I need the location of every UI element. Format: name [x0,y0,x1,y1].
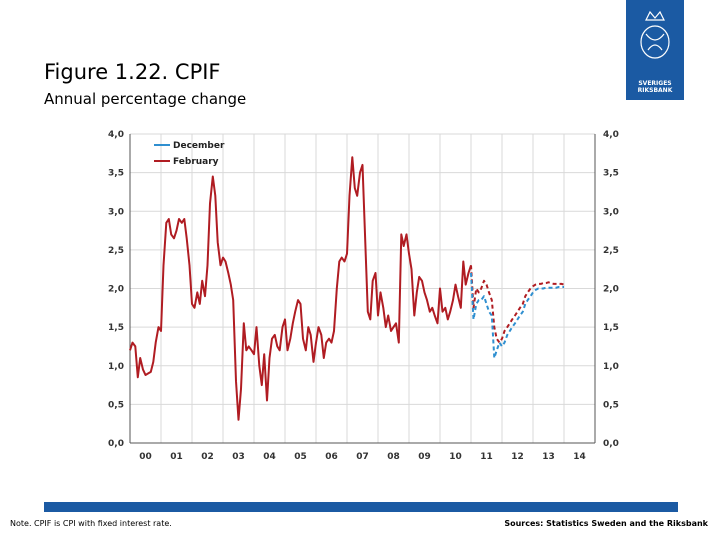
y-tick-label-right: 3,0 [603,207,619,217]
x-tick-label: 12 [511,452,524,462]
series-line-december-forecast [470,272,564,359]
figure-subtitle: Annual percentage change [44,90,247,108]
riksbank-logo: SVERIGES RIKSBANK [626,0,684,100]
y-tick-label-left: 1,0 [108,362,124,372]
y-tick-label-left: 0,0 [108,439,124,449]
logo-text-line2: RIKSBANK [637,87,673,94]
x-tick-label: 07 [356,452,369,462]
y-tick-label-left: 2,5 [108,246,124,256]
y-tick-label-right: 2,5 [603,246,619,256]
y-tick-label-right: 4,0 [603,130,619,140]
y-tick-label-right: 0,5 [603,400,619,410]
y-tick-label-right: 1,0 [603,362,619,372]
cpif-line-chart: 0,0 0,0 0,5 0,5 1,0 1,0 1,5 1,5 2,0 2,0 2,5 2,5 3,0 3… [108,130,619,462]
y-tick-label-left: 3,5 [108,169,124,179]
x-tick-label: 09 [418,452,431,462]
sources-text: Sources: Statistics Sweden and the Riksb… [504,519,708,528]
footer-bar [44,502,678,512]
x-tick-label: 14 [573,452,586,462]
x-tick-label: 01 [170,452,183,462]
x-tick-label: 13 [542,452,555,462]
x-tick-label: 03 [232,452,245,462]
series-line-february-forecast [470,265,565,344]
x-tick-label: 06 [325,452,338,462]
crown-emblem-icon [640,10,670,59]
x-tick-label: 00 [139,452,152,462]
note-text: Note. CPIF is CPI with fixed interest ra… [10,519,172,528]
y-tick-label-right: 0,0 [603,439,619,449]
x-tick-label: 11 [480,452,493,462]
y-tick-label-right: 2,0 [603,285,619,295]
y-tick-label-left: 3,0 [108,207,124,217]
series-line-february-outcome [129,156,472,421]
y-tick-label-left: 2,0 [108,285,124,295]
x-tick-label: 05 [294,452,307,462]
x-tick-label: 08 [387,452,400,462]
x-tick-label: 02 [201,452,214,462]
figure-title: Figure 1.22. CPIF [44,60,221,84]
legend-label-february: February [173,157,219,167]
y-tick-label-left: 4,0 [108,130,124,140]
x-tick-label: 10 [449,452,462,462]
logo-text-line1: SVERIGES [638,80,672,87]
y-tick-label-left: 1,5 [108,323,124,333]
y-tick-label-right: 3,5 [603,169,619,179]
y-tick-label-left: 0,5 [108,400,124,410]
x-tick-label: 04 [263,452,276,462]
y-tick-label-right: 1,5 [603,323,619,333]
legend-label-december: December [173,141,225,151]
